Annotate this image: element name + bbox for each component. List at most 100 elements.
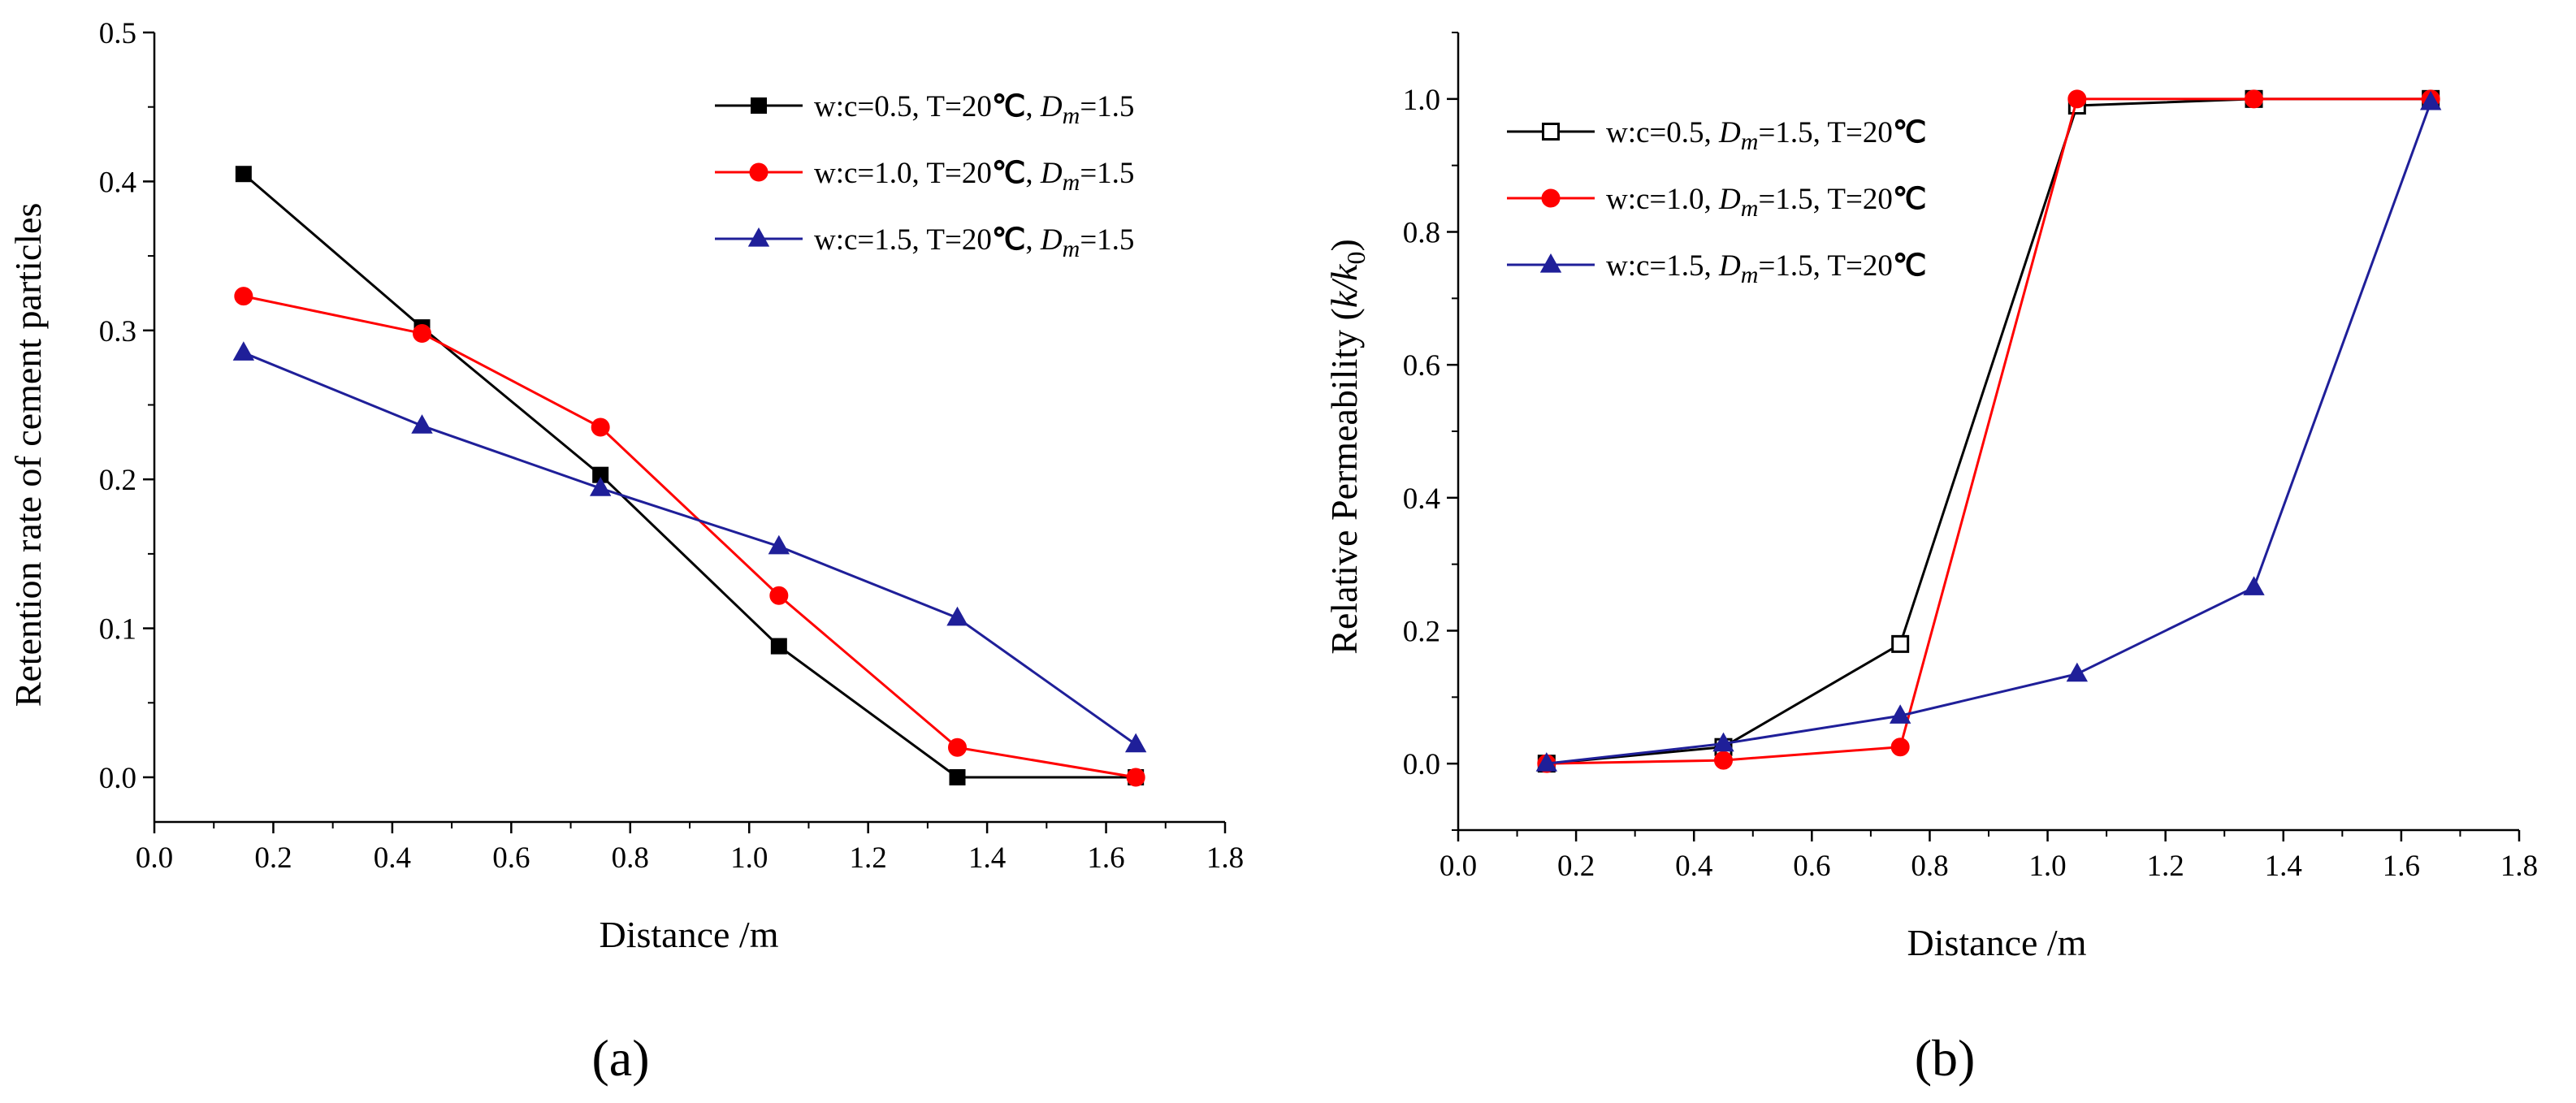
- panel-a-plot-area: 0.0 0.2 0.4 0.6 0.8 1.0 1.2 1.4 1.6 1.8 0.0 0.1 0.2 0…: [99, 17, 1244, 875]
- panel-b-y-tick-label: 1.0: [1403, 84, 1440, 117]
- panel-b-x-tick-label: 1.6: [2383, 850, 2420, 883]
- panel-b-legend-label-3: w:c=1.5, Dm=1.5, T=20℃: [1606, 249, 1926, 288]
- panel-a-legend-marker-3: [747, 227, 770, 247]
- panel-b-legend: w:c=0.5, Dm=1.5, T=20℃w:c=1.0, Dm=1.5, T…: [1507, 116, 1926, 288]
- panel-a-series-3-point: [589, 477, 612, 496]
- panel-b-series-2-point: [2245, 89, 2263, 109]
- panel-a-legend-d: D: [1040, 157, 1063, 190]
- panel-a-legend-label-2: w:c=1.0, T=20℃, Dm=1.5: [814, 157, 1134, 196]
- panel-b-x-tick-label: 1.0: [2028, 850, 2066, 883]
- panel-b-series-2-point: [2067, 89, 2087, 109]
- panel-b-legend-d: D: [1718, 183, 1741, 216]
- panel-b-x-tick-label: 0.8: [1911, 850, 1948, 883]
- panel-b-x-tick-label: 0.2: [1557, 850, 1595, 883]
- panel-b-legend-m: m: [1741, 195, 1759, 222]
- panel-b-legend-prefix: w:c=1.0,: [1606, 183, 1719, 216]
- panel-a-legend-label-1: w:c=0.5, T=20℃, Dm=1.5: [814, 90, 1134, 129]
- panel-a-x-axis-title: Distance /m: [600, 914, 779, 955]
- panel-b-y-tick-label: 0.6: [1403, 349, 1440, 383]
- panel-b-legend-marker-1: [1542, 123, 1560, 141]
- panel-a-legend: w:c=0.5, T=20℃, Dm=1.5w:c=1.0, T=20℃, Dm…: [715, 90, 1134, 262]
- panel-a-legend-prefix: w:c=1.5, T=20: [814, 223, 992, 257]
- panel-b-y-tick-label: 0.2: [1403, 616, 1440, 649]
- panel-a-x-tick-label: 0.8: [612, 841, 649, 875]
- panel-a-label-text: (a): [591, 1029, 649, 1087]
- panel-a-x-tick-label: 1.0: [730, 841, 768, 875]
- panel-b-legend-tail: =1.5, T=20: [1758, 183, 1892, 216]
- panel-b-series-2-point: [1714, 750, 1733, 770]
- panel-a-series-1-line: [242, 173, 1136, 779]
- panel-b-x-tick-label: 0.6: [1793, 850, 1830, 883]
- panel-a-y-tick-label: 0.1: [99, 613, 136, 647]
- panel-a-legend-m: m: [1063, 236, 1080, 262]
- panel-b-y-axis-title-slash: /: [1323, 278, 1365, 294]
- panel-a-legend-marker-2: [749, 162, 768, 182]
- panel-a-legend-celsius: ℃: [992, 223, 1026, 257]
- panel-a-series-2-point: [591, 417, 610, 437]
- panel-b-legend-tail: =1.5, T=20: [1758, 249, 1892, 283]
- panel-b-series-3-point: [1712, 732, 1734, 752]
- panel-b-legend-celsius: ℃: [1893, 183, 1927, 216]
- panel-b-y-axis-title-sub: 0: [1341, 252, 1370, 265]
- panel-b-y-tick-label: 0.0: [1403, 748, 1440, 781]
- panel-a-y-tick-label: 0.4: [99, 166, 136, 199]
- panel-b-x-tick-label: 1.2: [2147, 850, 2184, 883]
- panel-a-x-tick-label: 0.2: [254, 841, 292, 875]
- panel-a-series-2-line: [243, 295, 1136, 779]
- panel-a-series-3-point: [946, 606, 968, 626]
- panel-b-y-axis-title-k0: k: [1323, 263, 1365, 281]
- panel-b-x-axis-title: Distance /m: [1907, 922, 2087, 963]
- panel-a-x-tick-label: 0.4: [374, 841, 411, 875]
- panel-a-x-tick-label: 1.4: [968, 841, 1006, 875]
- panel-b-x-tick-label: 1.8: [2500, 850, 2538, 883]
- panel-b-legend-marker-2: [1541, 188, 1561, 208]
- panel-b-legend-label-2: w:c=1.0, Dm=1.5, T=20℃: [1606, 183, 1926, 222]
- panel-a-y-tick-label: 0.0: [99, 762, 136, 795]
- panel-b-series-3-point: [2243, 576, 2265, 595]
- panel-a-series-3-point: [232, 341, 255, 361]
- panel-a-legend-prefix: w:c=0.5, T=20: [814, 90, 992, 123]
- panel-b-y-tick-label: 0.8: [1403, 217, 1440, 250]
- panel-a-series-2-point: [948, 737, 967, 757]
- panel-b-label-text: (b): [1915, 1029, 1976, 1087]
- panel-a-series-1-point: [235, 166, 252, 183]
- panel-a-x-tick-label: 1.6: [1087, 841, 1124, 875]
- panel-a-series-3-point: [768, 534, 790, 555]
- panel-b-plot-area: 0.0 0.2 0.4 0.6 0.8 1.0 1.2 1.4 1.6 1.8 0.0 0.2 0.4 0…: [1403, 32, 2538, 883]
- panel-a-legend-m: m: [1063, 169, 1080, 196]
- panel-a-label: (a): [591, 1029, 649, 1087]
- panel-a-legend-tail: =1.5: [1080, 90, 1134, 123]
- panel-a-series-2-point: [413, 323, 431, 343]
- panel-b-y-axis-title-close: ): [1323, 239, 1365, 251]
- panel-a-legend-prefix: w:c=1.0, T=20: [814, 157, 992, 190]
- panel-a-y-tick-label: 0.5: [99, 17, 136, 50]
- panel-a-series-3-point: [411, 414, 433, 434]
- panel-a-legend-tail: =1.5: [1080, 223, 1134, 257]
- panel-b-series-3-point: [2419, 90, 2442, 110]
- panel-b-series-3-point: [1535, 752, 1558, 772]
- panel-a-chart: 0.0 0.2 0.4 0.6 0.8 1.0 1.2 1.4 1.6 1.8 0.0 0.1 0.2 0…: [7, 17, 1244, 1087]
- panel-a-legend-label-3: w:c=1.5, T=20℃, Dm=1.5: [814, 223, 1134, 262]
- panel-a-series-2-point: [1126, 768, 1145, 787]
- panel-b-legend-d: D: [1718, 116, 1741, 149]
- panel-b-legend-label-1: w:c=0.5, Dm=1.5, T=20℃: [1606, 116, 1926, 155]
- panel-b-legend-celsius: ℃: [1893, 116, 1927, 149]
- panel-b-y-axis-title-main: Relative Permeability (: [1323, 308, 1365, 655]
- panel-b-x-tick-label: 0.4: [1675, 850, 1712, 883]
- panel-b-legend-d: D: [1718, 249, 1741, 283]
- panel-b-y-tick-label: 0.4: [1403, 482, 1440, 516]
- panel-a-legend-m: m: [1063, 102, 1080, 129]
- panel-a-x-tick-label: 0.0: [136, 841, 173, 875]
- panel-b-legend-marker-3: [1539, 253, 1562, 273]
- panel-a-series-3-point: [1124, 733, 1147, 753]
- panel-b-legend-m: m: [1741, 262, 1759, 288]
- panel-a-x-tick-label: 1.8: [1206, 841, 1244, 875]
- panel-b-label: (b): [1915, 1029, 1976, 1087]
- panel-b-legend-prefix: w:c=0.5,: [1606, 116, 1719, 149]
- panel-a-legend-sep: ,: [1025, 90, 1041, 123]
- panel-b-series-2-line: [1546, 97, 2431, 765]
- panel-a-x-tick-label: 1.2: [850, 841, 887, 875]
- panel-b-series-3-point: [1889, 704, 1911, 724]
- panel-a-legend-marker-1: [751, 97, 767, 114]
- panel-b-legend-prefix: w:c=1.5,: [1606, 249, 1719, 283]
